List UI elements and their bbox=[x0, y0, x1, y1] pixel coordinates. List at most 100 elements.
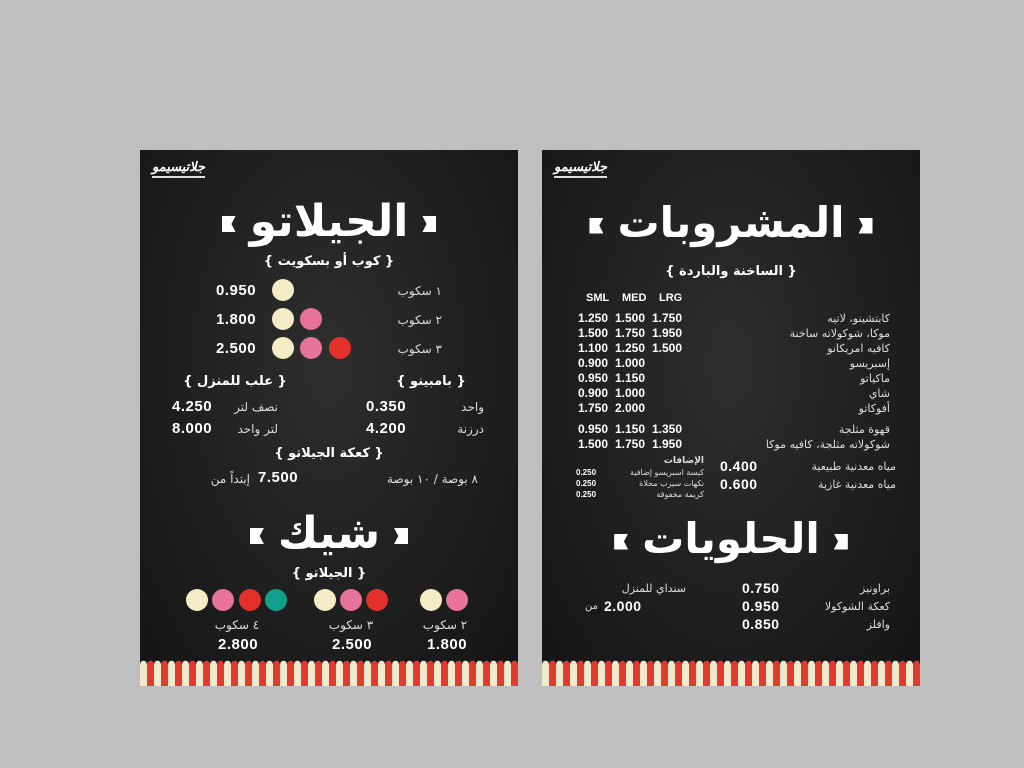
header-lrg: LRG bbox=[659, 292, 683, 304]
banner-flag-icon bbox=[833, 533, 848, 550]
water-price-2: 0.600 bbox=[720, 476, 758, 492]
scoop-red bbox=[239, 589, 261, 611]
water-name-2: مياه معدنية غازية bbox=[818, 478, 896, 491]
drink-price: 1.750 bbox=[614, 437, 645, 451]
brand-logo: جلاتيسيمو bbox=[554, 160, 608, 178]
scoop-cream bbox=[272, 308, 294, 330]
banner-flag-icon bbox=[614, 533, 629, 550]
awning-stripes bbox=[140, 660, 518, 686]
extra-name-2: نكهات سيرب محلاة bbox=[639, 479, 704, 488]
drink-price: 1.500 bbox=[577, 437, 608, 451]
drink-name: ماكياتو bbox=[860, 372, 890, 385]
header-med: MED bbox=[622, 292, 647, 304]
drink-name: موكا، شوكولاته ساخنة bbox=[789, 327, 890, 340]
shake-label-3: ٣ سكوب bbox=[328, 618, 374, 632]
dessert-price-2: 0.950 bbox=[742, 598, 780, 614]
drinks-title: المشروبات bbox=[542, 198, 920, 247]
shake-price-3: 2.500 bbox=[332, 636, 373, 653]
drink-price: 1.250 bbox=[614, 341, 645, 355]
drink-price: 1.100 bbox=[577, 341, 608, 355]
drink-price: 0.950 bbox=[577, 371, 608, 385]
shake-label-4: ٤ سكوب bbox=[214, 618, 260, 632]
drink-price: 1.750 bbox=[614, 326, 645, 340]
drink-name: شوكولاته مثلجة، كافيه موكا bbox=[765, 438, 890, 451]
scoop-red bbox=[366, 589, 388, 611]
scoop-cream bbox=[186, 589, 208, 611]
banner-flag-icon bbox=[858, 217, 873, 234]
scoop-cream bbox=[272, 279, 294, 301]
drink-price: 1.250 bbox=[577, 311, 608, 325]
drinks-menu-page: جلاتيسيمو المشروبات { الساخنة والباردة }… bbox=[542, 150, 920, 686]
scoop-teal bbox=[265, 589, 287, 611]
drink-price: 0.950 bbox=[577, 422, 608, 436]
extra-price-2: 0.250 bbox=[576, 479, 597, 488]
drink-price: 1.000 bbox=[614, 386, 645, 400]
sundae-name: سنداي للمنزل bbox=[621, 582, 686, 595]
header-sml: SML bbox=[586, 292, 610, 304]
bambino-label-2: درزنة bbox=[457, 422, 484, 436]
scoop-cream bbox=[272, 337, 294, 359]
drink-price: 1.500 bbox=[651, 341, 682, 355]
drink-price: 1.750 bbox=[651, 311, 682, 325]
gelato-title-text: الجيلاتو bbox=[249, 196, 409, 247]
extra-price-3: 0.250 bbox=[576, 490, 597, 499]
drink-price: 1.150 bbox=[614, 422, 645, 436]
drink-name: كابتشينو، لاتيه bbox=[827, 312, 890, 325]
shake-subtitle: { الجيلاتو } bbox=[291, 566, 367, 581]
drink-price: 0.900 bbox=[577, 386, 608, 400]
water-name-1: مياه معدنية طبيعية bbox=[811, 460, 897, 473]
gelato-label-2: ٢ سكوب bbox=[397, 313, 442, 327]
drink-price: 1.950 bbox=[651, 437, 682, 451]
gelato-menu-page: جلاتيسيمو الجيلاتو { كوب أو بسكويت } 0.9… bbox=[140, 150, 518, 686]
cake-title: { كعكة الجيلاتو } bbox=[274, 446, 384, 461]
bambino-title: { بامبينو } bbox=[396, 374, 466, 389]
dessert-name-2: كعكة الشوكولا bbox=[824, 600, 890, 613]
gelato-label-3: ٣ سكوب bbox=[397, 342, 442, 356]
dessert-name-3: وافلز bbox=[866, 618, 890, 631]
gelato-title: الجيلاتو bbox=[140, 196, 518, 247]
extras-title: الإضافات bbox=[663, 456, 704, 466]
sundae-from: من bbox=[585, 601, 598, 612]
dessert-price-3: 0.850 bbox=[742, 616, 780, 632]
dessert-price-1: 0.750 bbox=[742, 580, 780, 596]
desserts-title-text: الحلويات bbox=[642, 514, 820, 563]
gelato-price-1: 0.950 bbox=[216, 282, 257, 299]
drink-price: 1.500 bbox=[614, 311, 645, 325]
drink-price: 1.350 bbox=[651, 422, 682, 436]
scoop-pink bbox=[212, 589, 234, 611]
desserts-title: الحلويات bbox=[542, 514, 920, 563]
drink-name: شاي bbox=[868, 387, 890, 400]
shake-label-2: ٢ سكوب bbox=[422, 618, 468, 632]
scoop-cream bbox=[314, 589, 336, 611]
brand-logo: جلاتيسيمو bbox=[152, 160, 206, 178]
extra-name-1: كبسة اسبريسو إضافية bbox=[630, 468, 704, 477]
scoop-pink bbox=[340, 589, 362, 611]
drink-name: قهوة مثلجة bbox=[838, 423, 890, 436]
drinks-title-text: المشروبات bbox=[617, 198, 845, 247]
banner-flag-icon bbox=[249, 528, 264, 544]
bambino-price-2: 4.200 bbox=[366, 420, 407, 437]
gelato-price-2: 1.800 bbox=[216, 311, 257, 328]
cake-from: إبتداً من bbox=[210, 472, 250, 486]
drink-name: أفوكاتو bbox=[858, 402, 890, 415]
extra-price-1: 0.250 bbox=[576, 468, 597, 477]
scoop-red bbox=[329, 337, 351, 359]
gelato-label-1: ١ سكوب bbox=[397, 284, 442, 298]
water-price-1: 0.400 bbox=[720, 458, 758, 474]
drink-price: 0.900 bbox=[577, 356, 608, 370]
cake-label: ٨ بوصة / ١٠ بوصة bbox=[387, 472, 478, 486]
dessert-name-1: براونيز bbox=[860, 582, 890, 595]
banner-flag-icon bbox=[589, 217, 604, 234]
sundae-price: 2.000 bbox=[604, 598, 642, 614]
drink-name: كافيه امريكانو bbox=[827, 342, 890, 355]
drink-price: 1.500 bbox=[577, 326, 608, 340]
drink-name: إسبريسو bbox=[849, 357, 890, 370]
shake-title: شيك bbox=[140, 508, 518, 559]
drink-price: 1.000 bbox=[614, 356, 645, 370]
banner-flag-icon bbox=[422, 216, 437, 232]
drinks-subtitle: { الساخنة والباردة } bbox=[665, 264, 797, 279]
home-label-2: لتر واحد bbox=[237, 422, 278, 436]
extra-name-3: كريمة مخفوقة bbox=[656, 490, 704, 499]
cake-price: 7.500 bbox=[258, 469, 299, 486]
scoop-pink bbox=[446, 589, 468, 611]
